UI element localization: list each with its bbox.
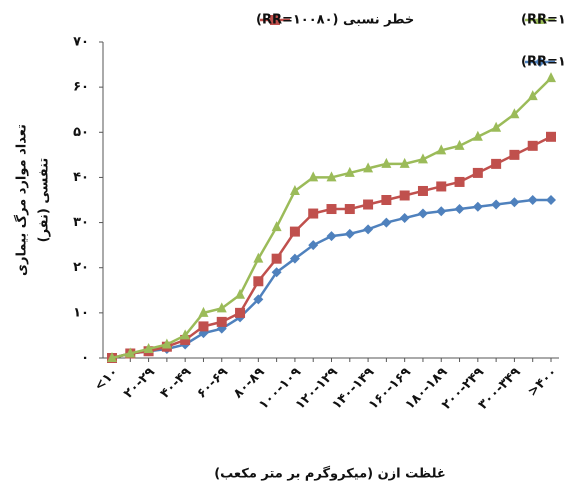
data-point [198, 321, 209, 332]
data-point [216, 302, 227, 313]
data-point [326, 204, 337, 215]
series-line [111, 77, 552, 360]
y-axis-label: تنفسی (نفر) [37, 158, 52, 243]
data-point [107, 352, 117, 362]
data-point [546, 131, 556, 142]
data-point [417, 208, 428, 219]
data-point [509, 108, 520, 119]
data-point [326, 171, 337, 182]
data-point [546, 195, 556, 205]
y-axis-label: تعداد موارد مرگ بیماری [13, 124, 30, 276]
legend-marker [535, 57, 545, 67]
data-point [198, 306, 209, 317]
data-point [344, 166, 355, 177]
y-tick-label: ۰ [81, 351, 89, 366]
y-tick-label: ۳۰ [73, 215, 89, 230]
data-point [180, 329, 191, 340]
data-point [271, 267, 282, 278]
data-point [271, 253, 282, 264]
y-tick-label: ۱۰ [73, 305, 89, 320]
data-point [253, 276, 264, 287]
data-point [308, 208, 319, 219]
data-point [436, 181, 447, 192]
data-point [363, 199, 374, 210]
series-line [111, 198, 551, 360]
data-point [472, 130, 483, 141]
series-line [111, 135, 552, 360]
data-point [180, 334, 191, 345]
data-point [216, 316, 227, 327]
y-tick-label: ۵۰ [73, 125, 89, 140]
data-point [235, 307, 246, 318]
x-tick-label: ۴۰-۴۹ [158, 365, 195, 402]
y-tick-label: ۲۰ [73, 260, 89, 275]
data-point [161, 338, 172, 349]
data-point [491, 121, 502, 132]
data-point [454, 139, 465, 150]
data-point [363, 224, 374, 235]
y-tick-label: ۶۰ [73, 80, 89, 95]
x-tick-label: ۲۰-۲۹ [121, 365, 158, 402]
data-point [436, 206, 447, 217]
y-tick-label: ۷۰ [73, 35, 89, 50]
data-point [381, 157, 392, 168]
legend-label: خطر نسبی (RR=۱۰۰۸۰) [256, 13, 414, 28]
data-point [527, 140, 538, 151]
data-point [399, 157, 410, 168]
data-point [399, 213, 410, 224]
data-point [509, 149, 520, 160]
data-point [308, 240, 319, 251]
data-point [491, 158, 502, 169]
data-point [253, 252, 264, 263]
data-point [454, 176, 465, 187]
data-point [363, 162, 374, 173]
legend-marker [535, 14, 545, 24]
data-point [454, 204, 465, 215]
data-point [271, 221, 282, 232]
data-point [381, 217, 392, 228]
x-tick-label: >۴۰۰ [525, 365, 560, 400]
data-point [436, 144, 447, 155]
data-point [546, 72, 556, 83]
data-point [289, 184, 300, 195]
data-point [509, 197, 520, 208]
x-axis-label: غلظت ازن (میکروگرم بر متر مکعب) [214, 466, 446, 482]
data-point [417, 185, 428, 196]
data-point [308, 171, 319, 182]
data-point [289, 253, 300, 264]
data-point [399, 190, 410, 201]
data-point [235, 288, 246, 299]
data-point [527, 90, 538, 101]
data-point [417, 153, 428, 164]
legend-marker [270, 15, 280, 25]
data-point [143, 342, 154, 353]
data-point [491, 199, 502, 210]
data-point [527, 195, 538, 205]
data-point [344, 228, 355, 239]
data-point [381, 195, 392, 205]
data-point [472, 167, 483, 178]
legend-label: خطر نسبی (RR=۱۰۰۴۰) [521, 55, 566, 70]
data-point [125, 347, 136, 358]
data-point [326, 231, 337, 242]
y-tick-label: ۴۰ [73, 170, 89, 185]
data-point [289, 226, 300, 237]
data-point [253, 294, 264, 305]
legend-label: خطر نسبی (RR=۱۰۱۲) [521, 13, 566, 28]
x-tick-label: ۶۰-۶۹ [194, 365, 231, 402]
x-tick-label: <۱۰ [92, 365, 122, 395]
data-point [344, 204, 355, 215]
data-point [472, 201, 483, 212]
